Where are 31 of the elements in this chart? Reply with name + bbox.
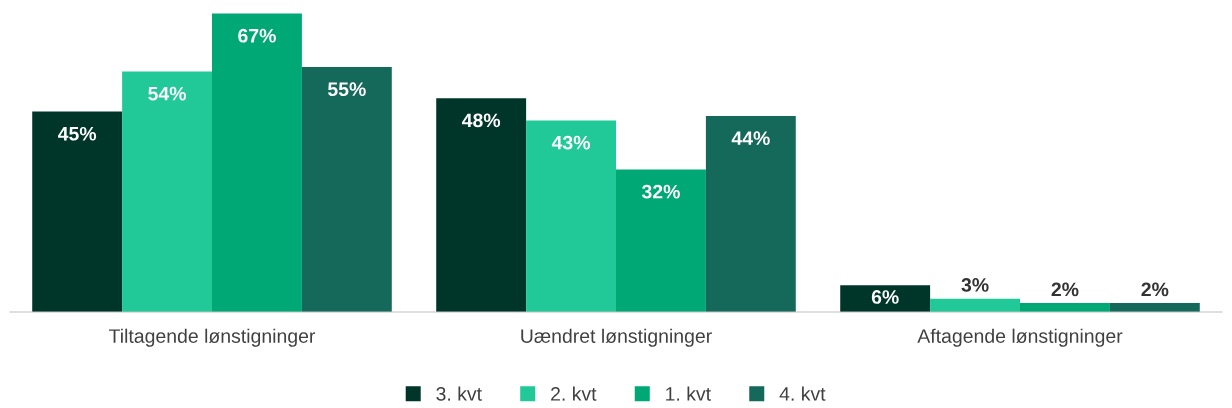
data-label: 6% [871,290,899,304]
bar [122,71,212,312]
bar [526,120,616,312]
bar [616,169,706,312]
bar [212,13,302,312]
data-label: 44% [731,131,770,146]
bar [301,66,392,312]
data-label: 2% [1051,282,1079,297]
bar [930,298,1020,312]
legend-label: 1. kvt [666,386,711,401]
data-label: 32% [641,184,680,199]
x-tick-label: Tiltagende lønstigninger [109,328,316,347]
data-label: 45% [58,126,97,141]
x-tick-label: Aftagende lønstigninger [917,328,1123,347]
legend-label: 2. kvt [551,386,597,401]
bar [705,115,796,312]
data-label: 67% [238,28,276,43]
data-label: 55% [327,82,366,97]
bar [32,111,123,312]
data-label: 2% [1141,282,1169,297]
bar [1109,303,1200,312]
x-tick-label: Uændret lønstigninger [521,328,712,347]
bar [436,98,527,312]
data-label: 43% [551,135,590,150]
data-label: 48% [462,113,501,128]
data-label: 3% [961,278,989,292]
bar [840,285,931,312]
legend-label: 4. kvt [779,386,826,401]
legend-label: 3. kvt [436,386,482,401]
data-label: 54% [148,86,186,101]
bar [1020,303,1110,312]
